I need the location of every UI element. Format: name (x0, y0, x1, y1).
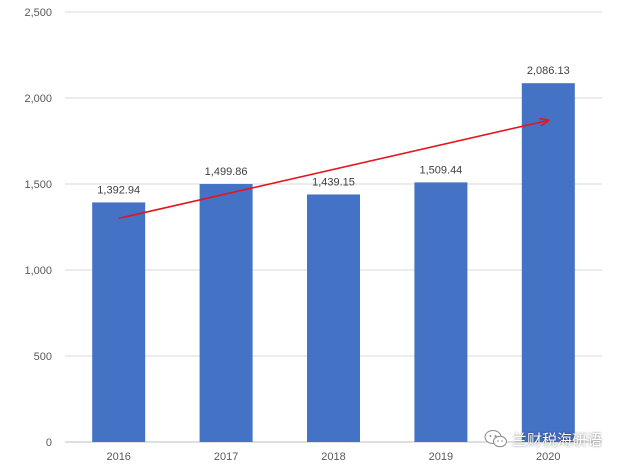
bar (199, 184, 253, 442)
watermark-text: 兰财税海研语 (512, 430, 603, 449)
y-tick-label: 2,500 (24, 7, 52, 19)
watermark: 兰财税海研语 (484, 428, 602, 450)
y-axis-ticks: 0 500 1,000 1,500 2,000 2,500 (24, 7, 52, 449)
x-tick-label: 2018 (321, 451, 345, 463)
trend-arrow-line (118, 120, 549, 220)
bar (521, 83, 575, 442)
bar (92, 202, 146, 442)
x-tick-label: 2016 (106, 451, 130, 463)
data-label: 1,509.44 (419, 164, 462, 176)
x-tick-label: 2020 (536, 451, 560, 463)
data-label: 1,392.94 (97, 184, 140, 196)
y-tick-label: 500 (34, 351, 52, 363)
data-label: 2,086.13 (527, 65, 570, 77)
data-label: 1,439.15 (312, 176, 355, 188)
data-labels: 1,392.94 1,499.86 1,439.15 1,509.44 2,086.13 (97, 65, 569, 196)
bars (92, 83, 575, 442)
bar (307, 194, 360, 442)
data-label: 1,499.86 (205, 166, 248, 178)
y-tick-label: 2,000 (24, 93, 52, 105)
x-axis-ticks: 2016 2017 2018 2019 2020 (106, 451, 560, 463)
x-tick-label: 2017 (214, 451, 238, 463)
wechat-icon (484, 430, 507, 448)
bar (414, 182, 468, 442)
y-tick-label: 0 (46, 437, 52, 449)
trend-arrow (118, 120, 549, 220)
y-tick-label: 1,500 (24, 179, 52, 191)
x-tick-label: 2019 (429, 451, 453, 463)
y-tick-label: 1,000 (24, 265, 52, 277)
